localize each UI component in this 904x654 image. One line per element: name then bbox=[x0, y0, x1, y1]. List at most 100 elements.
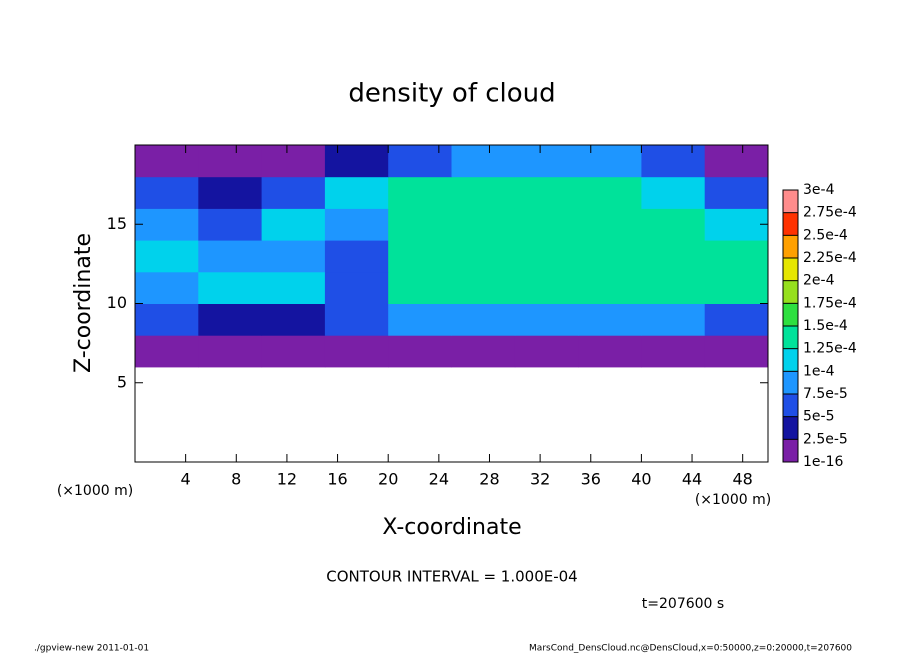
field-cell bbox=[641, 145, 706, 178]
field-cell bbox=[704, 271, 769, 304]
colorbar-box bbox=[783, 303, 798, 326]
field-cell bbox=[135, 240, 199, 273]
field-cell bbox=[261, 240, 326, 273]
field-cell bbox=[388, 145, 452, 178]
x-tick-label: 8 bbox=[231, 470, 241, 489]
field-cell bbox=[451, 176, 516, 209]
field-cell bbox=[451, 271, 516, 304]
field-cell bbox=[514, 271, 579, 304]
colorbar-box bbox=[783, 326, 798, 349]
x-tick-label: 48 bbox=[733, 470, 753, 489]
y-tick-label: 15 bbox=[107, 214, 127, 233]
colorbar-label: 1e-4 bbox=[803, 363, 835, 379]
colorbar-label: 1.5e-4 bbox=[803, 318, 848, 334]
field-cell bbox=[704, 240, 769, 273]
footer-right: MarsCond_DensCloud.nc@DensCloud,x=0:5000… bbox=[529, 644, 852, 654]
field-cell bbox=[514, 240, 579, 273]
x-tick-label: 16 bbox=[327, 470, 347, 489]
field-cell bbox=[451, 240, 516, 273]
field-cell bbox=[514, 176, 579, 209]
field-cell bbox=[261, 176, 326, 209]
colorbar-box bbox=[783, 235, 798, 258]
colorbar-label: 3e-4 bbox=[803, 182, 835, 198]
chart-title: density of cloud bbox=[348, 79, 555, 109]
x-tick-label: 20 bbox=[378, 470, 398, 489]
field-cell bbox=[135, 176, 199, 209]
field-cell bbox=[641, 303, 706, 336]
field-cell bbox=[135, 303, 199, 336]
colorbar-label: 2e-4 bbox=[803, 273, 835, 289]
colorbar-box bbox=[783, 212, 798, 236]
time-label: t=207600 s bbox=[642, 596, 724, 612]
colorbar-box bbox=[783, 439, 798, 462]
field-cell bbox=[451, 303, 516, 336]
colorbar-box bbox=[783, 348, 798, 372]
field-cell bbox=[451, 335, 516, 368]
field-cell bbox=[198, 335, 263, 368]
field-cell bbox=[198, 271, 263, 304]
field-cell bbox=[704, 145, 769, 178]
x-tick-label: 32 bbox=[530, 470, 550, 489]
field-cell bbox=[198, 240, 263, 273]
field-cell bbox=[704, 335, 769, 368]
x-tick-label: 4 bbox=[181, 470, 191, 489]
colorbar-label: 7.5e-5 bbox=[803, 386, 848, 402]
field-cell bbox=[514, 145, 579, 178]
field-cell bbox=[641, 208, 706, 241]
y-axis-label: Z-coordinate bbox=[71, 233, 96, 373]
x-tick-label: 24 bbox=[429, 470, 449, 489]
field-cell bbox=[578, 176, 642, 209]
colorbar-label: 5e-5 bbox=[803, 409, 834, 425]
y-unit: (×1000 m) bbox=[57, 483, 133, 499]
colorbar-label: 1.25e-4 bbox=[803, 341, 857, 357]
field-cell bbox=[578, 208, 642, 241]
field-cell bbox=[324, 176, 389, 209]
field-cell bbox=[451, 145, 516, 178]
footer-left: ./gpview-new 2011-01-01 bbox=[34, 644, 149, 654]
colorbar-label: 2.25e-4 bbox=[803, 250, 857, 266]
field-cell bbox=[514, 303, 579, 336]
field-cell bbox=[641, 271, 706, 304]
colorbar-box bbox=[783, 416, 798, 440]
colorbar-box bbox=[783, 394, 798, 417]
field-cell bbox=[261, 303, 326, 336]
field-cell bbox=[135, 145, 199, 178]
field-cell bbox=[324, 145, 389, 178]
colorbar-label: 1e-16 bbox=[803, 454, 843, 470]
field-cell bbox=[451, 208, 516, 241]
field-cell bbox=[261, 145, 326, 178]
colorbar-box bbox=[783, 280, 798, 304]
field-cell bbox=[324, 335, 389, 368]
field-cell bbox=[704, 176, 769, 209]
colorbar-box bbox=[783, 190, 798, 213]
field-cell bbox=[198, 176, 263, 209]
field-cell bbox=[704, 303, 769, 336]
field-cell bbox=[578, 145, 642, 178]
field-cell bbox=[324, 271, 389, 304]
field-cell bbox=[388, 208, 452, 241]
field-cell bbox=[578, 335, 642, 368]
field-cell bbox=[135, 335, 199, 368]
field-cell bbox=[388, 303, 452, 336]
colorbar-box bbox=[783, 371, 798, 394]
field-cell bbox=[324, 240, 389, 273]
x-tick-label: 28 bbox=[479, 470, 499, 489]
field-cell bbox=[261, 271, 326, 304]
annotation: CONTOUR INTERVAL = 1.000E-04 bbox=[326, 568, 577, 586]
x-unit: (×1000 m) bbox=[695, 492, 771, 508]
colorbar-box bbox=[783, 258, 798, 281]
field-cell bbox=[324, 303, 389, 336]
field-cell bbox=[514, 208, 579, 241]
field-cell bbox=[261, 335, 326, 368]
field-cell bbox=[578, 240, 642, 273]
colorbar-label: 2.5e-4 bbox=[803, 227, 848, 243]
colorbar-label: 1.75e-4 bbox=[803, 295, 857, 311]
x-tick-label: 40 bbox=[631, 470, 651, 489]
field-cell bbox=[578, 303, 642, 336]
field-cell bbox=[514, 335, 579, 368]
colorbar-label: 2.75e-4 bbox=[803, 205, 857, 221]
field-cell bbox=[704, 208, 769, 241]
x-tick-label: 12 bbox=[277, 470, 297, 489]
colorbar-label: 2.5e-5 bbox=[803, 431, 848, 447]
